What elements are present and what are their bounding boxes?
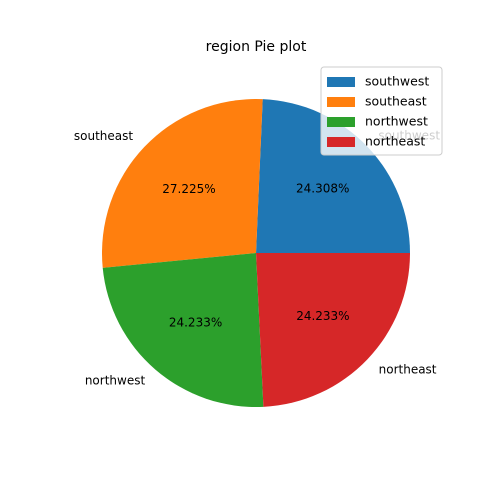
legend-swatch-southwest: [327, 77, 355, 87]
pie-slice-southeast: [101, 99, 263, 268]
pie-slice-northeast: [256, 253, 410, 407]
pie-slices: [101, 99, 410, 407]
legend-label-northeast: northeast: [365, 134, 425, 149]
pct-label-southwest: 24.308%: [296, 182, 349, 196]
legend-box: [320, 66, 443, 156]
pie-slice-northwest: [102, 253, 264, 407]
legend-label-southeast: southeast: [365, 94, 427, 109]
chart-title: region Pie plot: [206, 39, 307, 55]
legend-swatch-northwest: [327, 117, 355, 127]
pie-slice-southwest: [256, 99, 410, 254]
legend-swatch-northeast: [327, 137, 355, 147]
pct-label-northeast: 24.233%: [296, 309, 349, 323]
slice-label-northwest: northwest: [85, 374, 146, 388]
legend-label-southwest: southwest: [365, 74, 429, 89]
slice-label-northeast: northeast: [379, 362, 437, 376]
legend: southwest southeast northwest northeast: [320, 66, 443, 156]
pct-label-southeast: 27.225%: [162, 182, 215, 196]
slice-labels: 24.308%southwest27.225%southeast24.233%n…: [74, 128, 440, 387]
legend-label-northwest: northwest: [365, 114, 428, 129]
legend-swatch-southeast: [327, 97, 355, 107]
pct-label-northwest: 24.233%: [169, 315, 222, 329]
slice-label-southeast: southeast: [74, 129, 133, 143]
